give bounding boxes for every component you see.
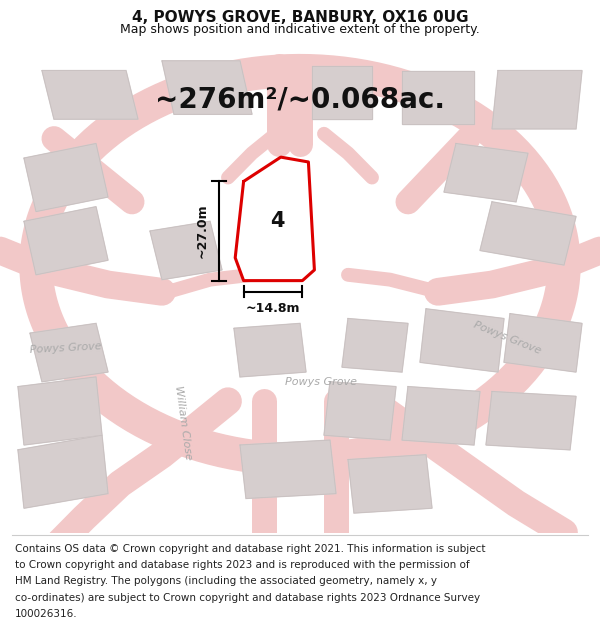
Polygon shape bbox=[402, 71, 474, 124]
Polygon shape bbox=[480, 202, 576, 265]
Polygon shape bbox=[420, 309, 504, 372]
Text: Powys Grove: Powys Grove bbox=[30, 341, 102, 354]
Text: co-ordinates) are subject to Crown copyright and database rights 2023 Ordnance S: co-ordinates) are subject to Crown copyr… bbox=[15, 592, 480, 602]
Polygon shape bbox=[150, 221, 222, 279]
Text: to Crown copyright and database rights 2023 and is reproduced with the permissio: to Crown copyright and database rights 2… bbox=[15, 560, 470, 570]
Text: 100026316.: 100026316. bbox=[15, 609, 77, 619]
Polygon shape bbox=[42, 71, 138, 119]
Polygon shape bbox=[235, 157, 314, 281]
Text: ~276m²/~0.068ac.: ~276m²/~0.068ac. bbox=[155, 85, 445, 113]
Text: ~14.8m: ~14.8m bbox=[246, 301, 300, 314]
Polygon shape bbox=[24, 207, 108, 275]
Polygon shape bbox=[162, 61, 252, 114]
Polygon shape bbox=[240, 440, 336, 499]
Polygon shape bbox=[492, 71, 582, 129]
Polygon shape bbox=[486, 391, 576, 450]
Polygon shape bbox=[18, 435, 108, 508]
Polygon shape bbox=[342, 319, 408, 372]
Polygon shape bbox=[444, 144, 528, 202]
Polygon shape bbox=[312, 66, 372, 119]
Text: Contains OS data © Crown copyright and database right 2021. This information is : Contains OS data © Crown copyright and d… bbox=[15, 544, 485, 554]
Text: William Close: William Close bbox=[173, 385, 193, 461]
Polygon shape bbox=[324, 382, 396, 440]
Text: Powys Grove: Powys Grove bbox=[472, 320, 542, 356]
Polygon shape bbox=[504, 314, 582, 372]
Polygon shape bbox=[30, 323, 108, 382]
Text: 4, POWYS GROVE, BANBURY, OX16 0UG: 4, POWYS GROVE, BANBURY, OX16 0UG bbox=[132, 10, 468, 25]
Text: Powys Grove: Powys Grove bbox=[285, 377, 357, 387]
Text: ~27.0m: ~27.0m bbox=[195, 204, 208, 258]
Polygon shape bbox=[402, 387, 480, 445]
Polygon shape bbox=[18, 377, 102, 445]
Polygon shape bbox=[24, 144, 108, 212]
Text: Map shows position and indicative extent of the property.: Map shows position and indicative extent… bbox=[120, 23, 480, 36]
Polygon shape bbox=[348, 455, 432, 513]
Text: 4: 4 bbox=[270, 211, 284, 231]
Text: HM Land Registry. The polygons (including the associated geometry, namely x, y: HM Land Registry. The polygons (includin… bbox=[15, 576, 437, 586]
Polygon shape bbox=[234, 323, 306, 377]
